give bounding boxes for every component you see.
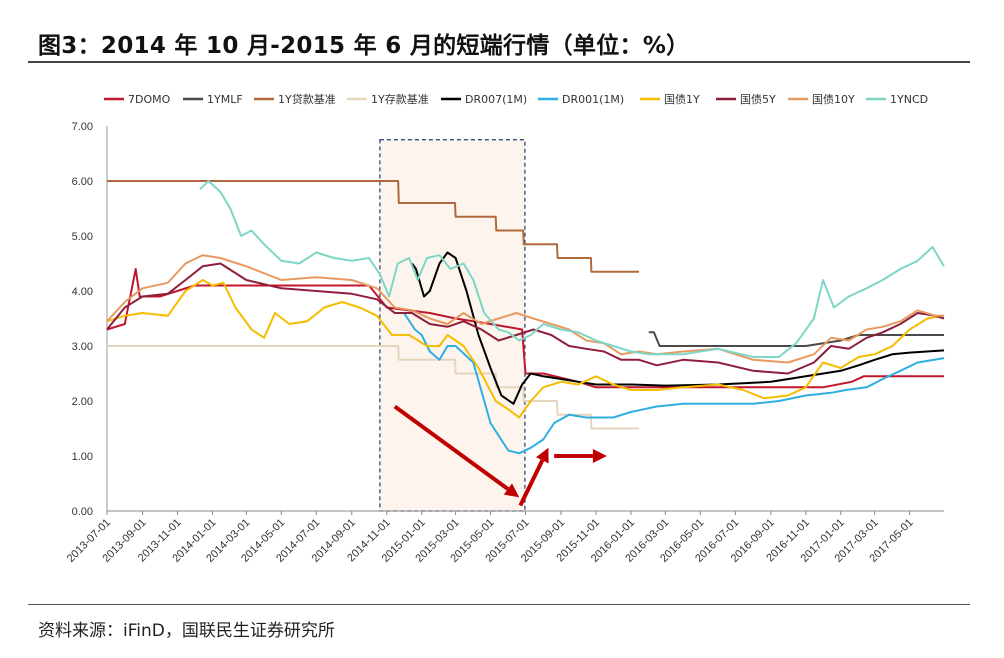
series-line-1Y贷款基准 [107, 180, 639, 273]
series-line-DR001(1M) [403, 312, 945, 455]
series-line-1Y存款基准 [107, 345, 639, 430]
legend-label-1Y贷款基准: 1Y贷款基准 [278, 92, 336, 106]
arrow-layer [393, 404, 607, 507]
y-tick-label: 1.00 [72, 451, 93, 463]
legend-label-国债5Y: 国债5Y [740, 92, 776, 106]
legend-label-1YNCD: 1YNCD [890, 93, 928, 106]
y-tick-label: 7.00 [72, 121, 93, 133]
legend: 7DOMO 1YMLF 1Y贷款基准 1Y存款基准 DR007(1M) DR001(1M)… [104, 92, 928, 106]
series-line-DR007(1M) [411, 251, 945, 405]
series-line-国债5Y [106, 262, 945, 375]
chart: 7DOMO 1YMLF 1Y贷款基准 1Y存款基准 DR007(1M) DR001(1M)… [65, 92, 945, 565]
y-tick-label: 4.00 [72, 286, 93, 298]
trend-arrow-head [592, 449, 607, 463]
series-layer [106, 180, 945, 455]
series-line-国债1Y [106, 279, 945, 419]
source-note: 资料来源：iFinD，国联民生证券研究所 [38, 621, 335, 641]
legend-label-7DOMO: 7DOMO [128, 93, 171, 106]
y-axis-ticks: 0.00 1.00 2.00 3.00 4.00 5.00 6.00 7.00 [72, 121, 93, 518]
y-tick-label: 3.00 [72, 341, 93, 353]
chart-title: 图3：2014 年 10 月-2015 年 6 月的短端行情（单位：%） [38, 33, 690, 59]
legend-label-1Y存款基准: 1Y存款基准 [371, 92, 429, 106]
legend-label-1YMLF: 1YMLF [207, 93, 243, 106]
legend-label-DR007(1M): DR007(1M) [465, 93, 527, 106]
trend-arrow-head [536, 447, 549, 464]
y-tick-label: 0.00 [72, 506, 93, 518]
footer-rule [28, 604, 970, 605]
y-tick-label: 6.00 [72, 176, 93, 188]
title-rule [28, 61, 970, 63]
legend-label-国债1Y: 国债1Y [664, 92, 700, 106]
trend-arrow-shaft [393, 404, 510, 491]
y-tick-label: 2.00 [72, 396, 93, 408]
series-line-1YNCD [199, 180, 945, 358]
series-line-国债10Y [106, 254, 944, 364]
trend-arrow-shaft [518, 459, 545, 507]
legend-label-国债10Y: 国债10Y [812, 92, 855, 106]
legend-label-DR001(1M): DR001(1M) [562, 93, 624, 106]
trend-arrow-head [503, 483, 520, 498]
y-tick-label: 5.00 [72, 231, 93, 243]
x-axis-ticks: 2013-07-012013-09-012013-11-012014-01-01… [65, 511, 916, 565]
